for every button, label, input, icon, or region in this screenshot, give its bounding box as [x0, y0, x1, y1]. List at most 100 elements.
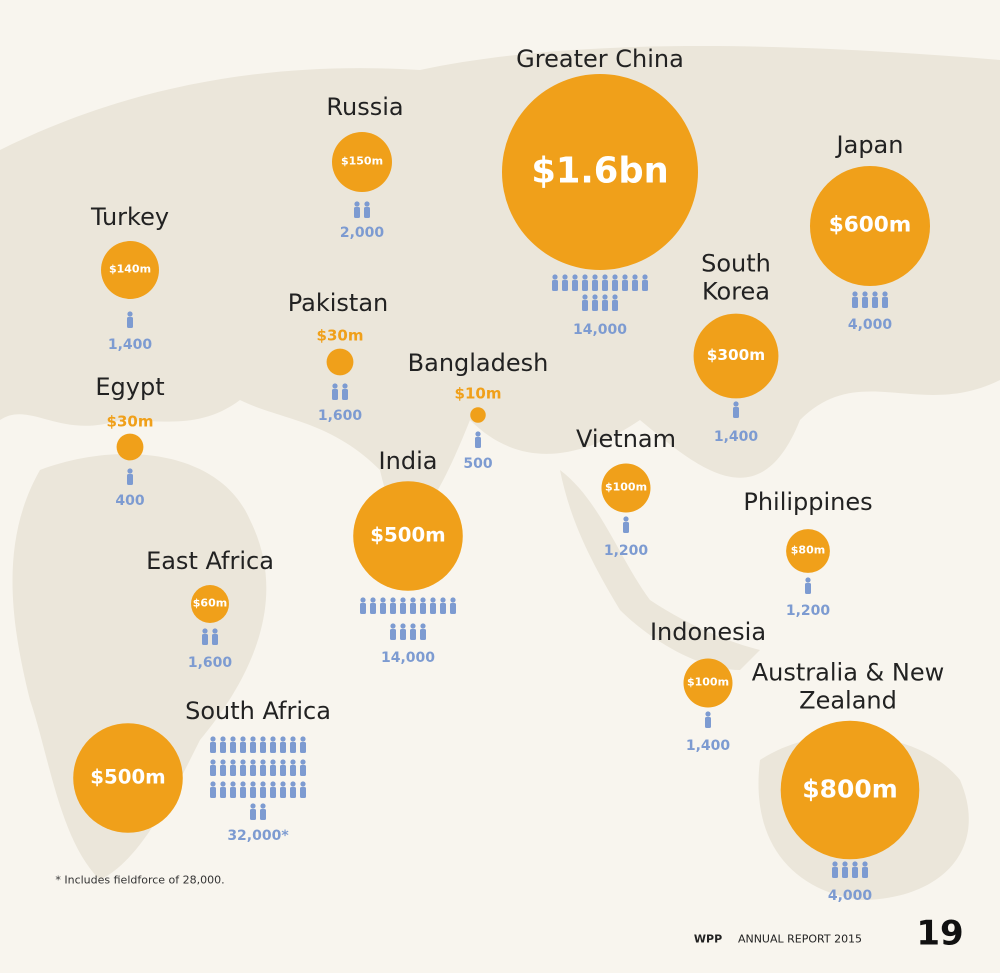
person-icon-body — [380, 603, 386, 614]
person-icon-head — [572, 274, 578, 280]
person-icon-head — [240, 759, 246, 765]
person-icon-body — [127, 474, 133, 485]
person-icon-head — [280, 736, 286, 742]
person-icon-head — [270, 781, 276, 787]
region-name: Vietnam — [575, 425, 677, 454]
region-name: South Africa — [185, 697, 331, 726]
person-icon-head — [642, 274, 648, 280]
person-icon-head — [220, 736, 226, 742]
person-icon-head — [400, 597, 406, 603]
person-icon-body — [300, 742, 306, 753]
person-icon-head — [622, 274, 628, 280]
employee-count: 1,400 — [685, 737, 731, 754]
person-icon-body — [240, 787, 246, 798]
region-name: Bangladesh — [407, 349, 549, 378]
footer-brand: WPP — [693, 932, 723, 946]
employee-count: 14,000 — [572, 321, 628, 338]
person-icon-body — [250, 809, 256, 820]
revenue-circle — [502, 74, 698, 270]
person-icon-body — [354, 207, 360, 218]
person-icon-head — [250, 781, 256, 787]
person-icon-body — [832, 867, 838, 878]
region-name: South Korea — [701, 249, 771, 305]
person-icon-head — [290, 736, 296, 742]
employee-count: 1,600 — [187, 654, 233, 671]
person-icon-head — [632, 274, 638, 280]
person-icon-body — [623, 522, 629, 533]
region-name: Egypt — [95, 373, 165, 402]
person-icon-body — [260, 787, 266, 798]
region-name: Philippines — [743, 488, 873, 517]
person-icon-body — [852, 867, 858, 878]
person-icon-head — [342, 383, 348, 389]
person-icon-head — [872, 291, 878, 297]
revenue-label: $500m — [370, 523, 446, 547]
person-icon-head — [260, 803, 266, 809]
person-icon-body — [202, 634, 208, 645]
revenue-circle — [73, 723, 183, 833]
person-icon-body — [212, 634, 218, 645]
person-icon-head — [592, 294, 598, 300]
person-icon-head — [290, 759, 296, 765]
person-icon-head — [430, 597, 436, 603]
person-icon-head — [733, 401, 739, 407]
person-icon-head — [370, 597, 376, 603]
page-number: 19 — [916, 913, 964, 954]
person-icon-head — [127, 468, 133, 474]
person-icon-head — [862, 291, 868, 297]
person-icon-body — [280, 765, 286, 776]
region-name: Turkey — [90, 203, 170, 232]
person-icon-head — [852, 861, 858, 867]
person-icon-body — [260, 809, 266, 820]
person-icon-head — [420, 623, 426, 629]
revenue-circle — [353, 481, 463, 591]
person-icon-body — [410, 629, 416, 640]
person-icon-head — [300, 759, 306, 765]
person-icon-body — [552, 280, 558, 291]
person-icon-head — [250, 736, 256, 742]
person-icon-head — [882, 291, 888, 297]
revenue-label: $140m — [108, 262, 152, 276]
region-name: Greater China — [516, 45, 684, 74]
employee-count: 4,000 — [847, 316, 893, 333]
person-icon-body — [420, 629, 426, 640]
person-icon-body — [290, 787, 296, 798]
person-icon-body — [872, 297, 878, 308]
person-icon-body — [582, 300, 588, 311]
person-icon-head — [612, 294, 618, 300]
revenue-circle — [780, 720, 920, 860]
revenue-label: $30m — [106, 412, 154, 431]
employee-count: 1,200 — [603, 542, 649, 559]
person-icon-body — [622, 280, 628, 291]
person-icon-body — [572, 280, 578, 291]
person-icon-body — [410, 603, 416, 614]
person-icon-body — [842, 867, 848, 878]
person-icon-body — [370, 603, 376, 614]
person-icon-head — [220, 781, 226, 787]
revenue-circle — [601, 463, 651, 513]
person-icon-body — [250, 765, 256, 776]
region-name: India — [378, 447, 438, 476]
person-icon-head — [230, 736, 236, 742]
person-icon-head — [400, 623, 406, 629]
person-icon-body — [240, 742, 246, 753]
person-icon-body — [260, 742, 266, 753]
person-icon-body — [632, 280, 638, 291]
employee-count: 2,000 — [339, 224, 385, 241]
person-icon-body — [240, 765, 246, 776]
person-icon-body — [390, 629, 396, 640]
person-icon-head — [250, 759, 256, 765]
region-name: Japan — [836, 131, 904, 160]
person-icon-body — [602, 280, 608, 291]
person-icon-body — [230, 787, 236, 798]
revenue-label: $100m — [686, 675, 730, 689]
person-icon-body — [862, 297, 868, 308]
employee-count: 4,000 — [827, 887, 873, 904]
person-icon-body — [400, 603, 406, 614]
revenue-label: $300m — [706, 346, 766, 365]
revenue-circle — [683, 658, 733, 708]
revenue-label: $10m — [454, 384, 502, 403]
person-icon-body — [210, 742, 216, 753]
